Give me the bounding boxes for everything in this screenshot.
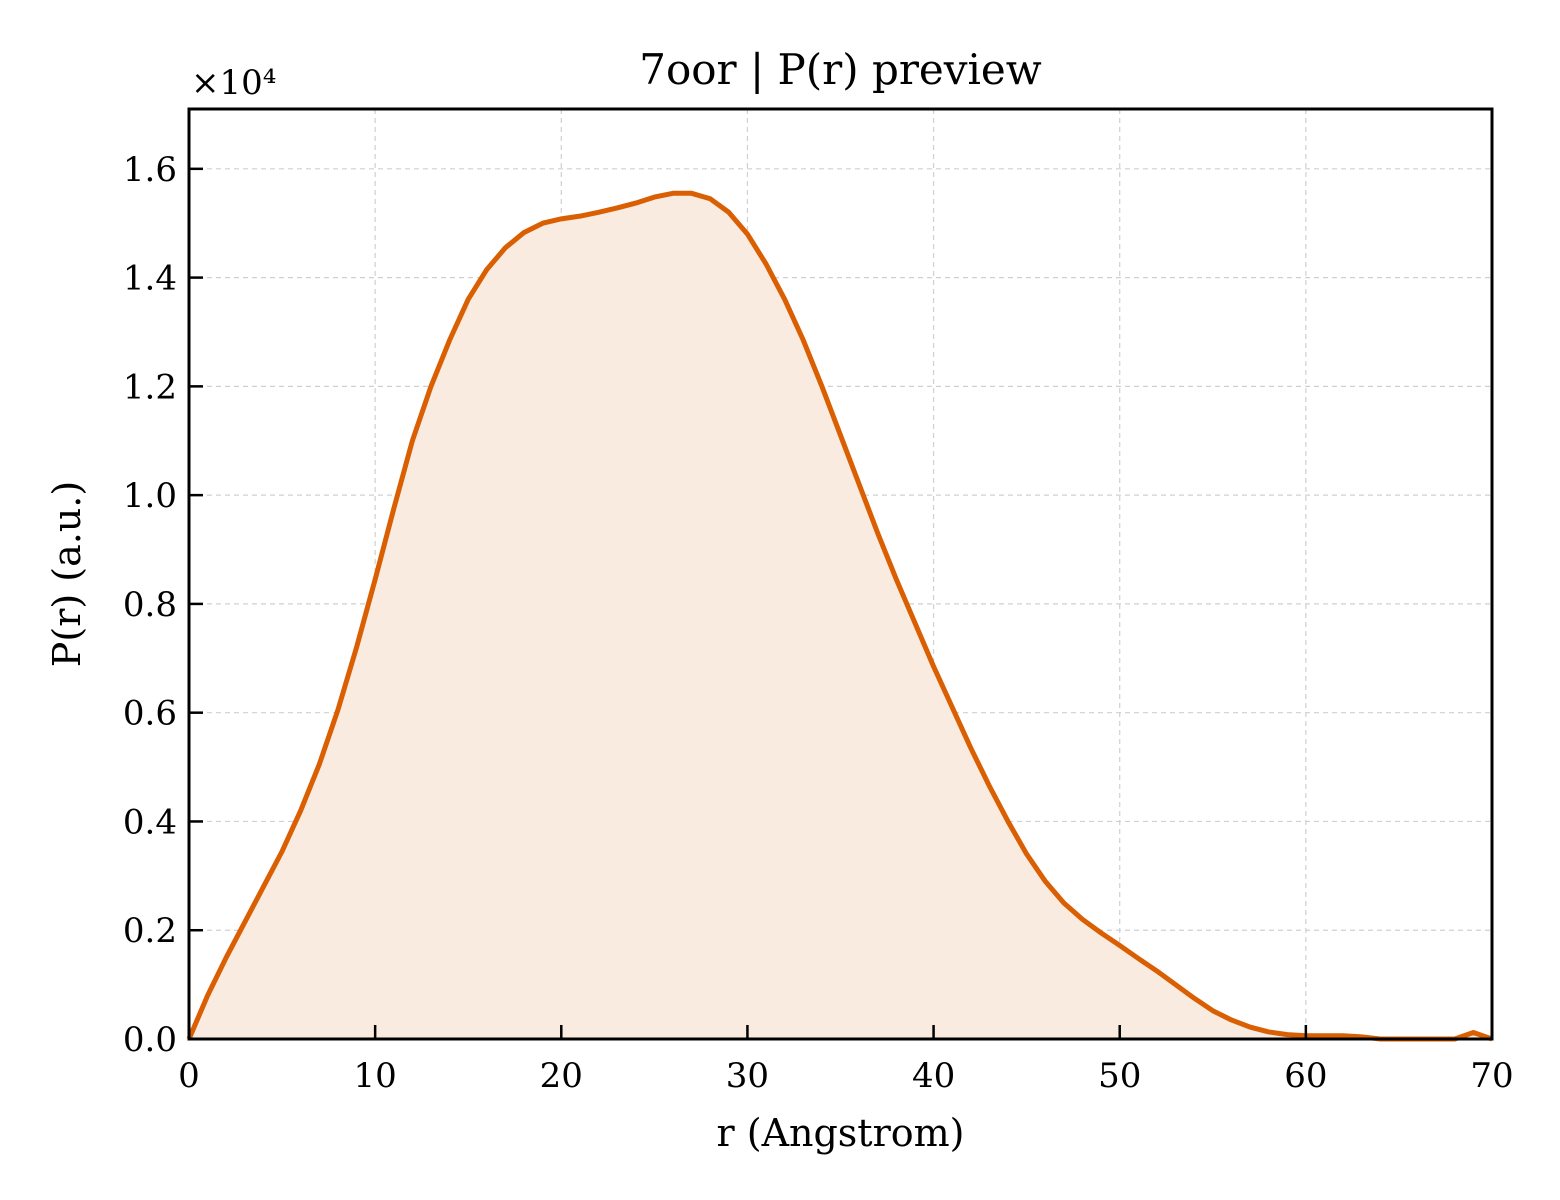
x-axis-title: r (Angstrom)	[717, 1111, 965, 1155]
x-tick-label-6: 60	[1284, 1056, 1327, 1096]
y-tick-label-4: 0.8	[123, 585, 177, 625]
y-tick-label-5: 1.0	[123, 476, 177, 516]
series-line	[186, 190, 1493, 1042]
chart-title: 7oor | P(r) preview	[639, 45, 1042, 94]
y-tick-label-0: 0.0	[123, 1020, 177, 1060]
x-tick-label-5: 50	[1098, 1056, 1141, 1096]
x-tick-label-2: 20	[540, 1056, 583, 1096]
x-tick-label-4: 40	[912, 1056, 955, 1096]
x-tick-label-3: 30	[726, 1056, 769, 1096]
y-tick-label-8: 1.6	[123, 150, 177, 190]
y-axis-title: P(r) (a.u.)	[45, 481, 89, 667]
x-tick-label-7: 70	[1470, 1056, 1513, 1096]
y-tick-label-3: 0.6	[123, 694, 177, 734]
x-tick-label-1: 10	[354, 1056, 397, 1096]
y-tick-label-1: 0.2	[123, 911, 177, 951]
y-tick-label-7: 1.4	[123, 259, 177, 299]
y-tick-label-2: 0.4	[123, 802, 177, 842]
y-tick-label-6: 1.2	[123, 367, 177, 407]
x-tick-label-0: 0	[178, 1056, 200, 1096]
x-tick-labels: 0 10 20 30 40 50 60 70	[178, 1056, 1513, 1096]
y-offset-label: ×10⁴	[191, 63, 276, 103]
plot-frame	[187, 107, 1494, 1041]
area-fill	[189, 193, 1492, 1040]
y-tick-labels: 0.0 0.2 0.4 0.6 0.8 1.0 1.2 1.4 1.6	[123, 150, 177, 1060]
